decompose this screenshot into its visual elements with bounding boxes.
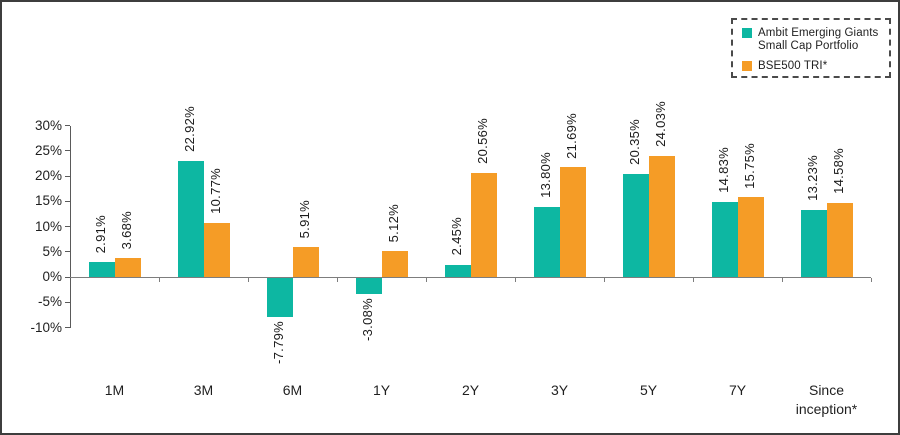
y-tick-label: 15% xyxy=(34,193,62,209)
bar-value-label: 2.91% xyxy=(93,214,108,254)
x-axis-label: 3Y xyxy=(550,382,569,398)
bar-portfolio xyxy=(622,174,649,277)
bar-value-label: 20.35% xyxy=(627,119,642,166)
bar-benchmark xyxy=(648,155,675,277)
bar-value-label: 13.23% xyxy=(805,155,820,202)
legend-item-benchmark: BSE500 TRI* xyxy=(742,60,883,73)
bar-value-label: 24.03% xyxy=(653,100,668,147)
bar-value-label: 2.45% xyxy=(449,217,464,256)
bar-portfolio xyxy=(533,207,560,277)
x-tick xyxy=(426,278,427,282)
x-axis-label: 1M xyxy=(104,382,125,398)
bar-value-label: 22.92% xyxy=(182,106,197,153)
legend-label-portfolio: Ambit Emerging Giants Small Cap Portfoli… xyxy=(758,27,879,52)
bar-value-label: -3.08% xyxy=(360,297,375,341)
bar-value-label: 10.77% xyxy=(208,167,223,214)
y-axis-line xyxy=(70,126,71,328)
bar-benchmark xyxy=(381,251,408,277)
y-tick xyxy=(65,251,70,253)
x-tick xyxy=(693,278,694,282)
x-axis-labels: 1M 3M 6M 1Y 2Y 3Y 5Y 7Y Since inception* xyxy=(70,381,871,419)
y-tick xyxy=(65,125,70,126)
bar-benchmark xyxy=(559,167,586,277)
bar-benchmark xyxy=(826,203,853,277)
bar-portfolio xyxy=(266,278,293,318)
y-tick xyxy=(65,226,70,227)
bar-portfolio xyxy=(355,278,382,294)
x-axis-label: 7Y xyxy=(728,382,747,398)
bar-value-label: 13.80% xyxy=(538,152,553,199)
legend-label-benchmark: BSE500 TRI* xyxy=(758,60,828,72)
y-tick-label: 5% xyxy=(42,243,62,259)
bar-portfolio xyxy=(88,262,115,277)
bar-benchmark xyxy=(737,197,764,277)
x-tick xyxy=(604,278,605,282)
x-axis-label: 3M xyxy=(193,382,214,398)
x-tick xyxy=(515,278,516,282)
y-tick-label: 0% xyxy=(42,269,62,284)
legend-item-portfolio: Ambit Emerging Giants Small Cap Portfoli… xyxy=(742,27,883,53)
bar-value-label: 15.75% xyxy=(742,142,757,189)
x-axis-label: 1Y xyxy=(372,382,391,398)
x-axis-label: 2Y xyxy=(461,382,480,398)
portfolio-swatch-icon xyxy=(742,28,752,38)
bar-value-label: 3.68% xyxy=(119,211,134,250)
y-tick xyxy=(65,200,70,202)
bar-value-label: 5.12% xyxy=(386,203,401,243)
bar-benchmark xyxy=(114,258,141,277)
y-tick-label: -10% xyxy=(30,319,62,335)
y-tick xyxy=(65,327,70,328)
x-tick xyxy=(871,278,872,282)
bar-value-label: 21.69% xyxy=(564,112,579,159)
bar-portfolio xyxy=(800,210,827,277)
bar-benchmark xyxy=(203,222,230,277)
y-tick xyxy=(65,301,70,303)
bar-value-label: 14.83% xyxy=(716,147,731,194)
y-tick-label: 25% xyxy=(34,142,62,158)
x-tick xyxy=(248,278,249,282)
x-axis-label: Since inception* xyxy=(795,382,858,417)
x-axis-label: 6M xyxy=(282,382,303,398)
x-tick xyxy=(782,278,783,282)
bar-value-label: 5.91% xyxy=(297,199,312,239)
bar-value-label: 14.58% xyxy=(831,148,846,195)
bar-portfolio xyxy=(444,264,471,277)
x-tick xyxy=(159,278,160,282)
y-tick xyxy=(65,175,70,177)
bar-benchmark xyxy=(470,173,497,277)
bar-value-label: 20.56% xyxy=(475,118,490,165)
y-tick-label: 20% xyxy=(34,168,62,183)
chart-legend: Ambit Emerging Giants Small Cap Portfoli… xyxy=(731,18,891,78)
y-tick-label: -5% xyxy=(37,294,62,310)
y-tick xyxy=(65,276,70,278)
y-tick-label: 30% xyxy=(34,117,62,133)
bar-value-label: -7.79% xyxy=(271,321,286,365)
y-tick-label: 10% xyxy=(34,218,62,234)
bar-benchmark xyxy=(292,247,319,277)
bar-portfolio xyxy=(711,202,738,277)
bar-portfolio xyxy=(177,161,204,277)
x-tick xyxy=(337,278,338,282)
x-axis-zero-line xyxy=(70,277,871,278)
benchmark-swatch-icon xyxy=(742,61,752,71)
x-axis-label: 5Y xyxy=(639,382,658,398)
y-tick xyxy=(65,150,70,152)
